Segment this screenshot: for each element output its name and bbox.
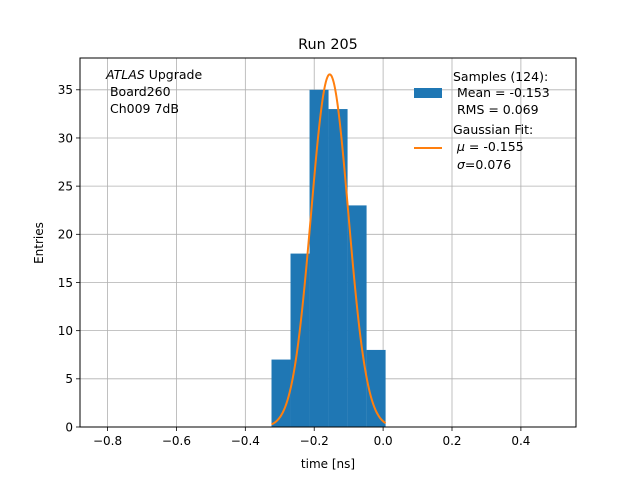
x-tick-label: −0.4 [231, 434, 260, 448]
chart-title: Run 205 [298, 37, 358, 53]
legend: Samples (124): Mean = -0.153 RMS = 0.069… [414, 69, 550, 172]
histogram-bar [309, 89, 329, 427]
x-axis-ticks: −0.8 −0.6 −0.4 −0.2 0.0 0.2 0.4 [93, 427, 530, 448]
sigma-symbol: σ [457, 157, 466, 172]
x-tick-label: −0.2 [300, 434, 329, 448]
y-axis-ticks: 0 5 10 15 20 25 30 35 [58, 83, 80, 434]
x-tick-label: 0.2 [442, 434, 461, 448]
sigma-value: =0.076 [465, 157, 511, 172]
legend-histogram-rms: RMS = 0.069 [453, 102, 539, 117]
x-tick-label: 0.0 [374, 434, 393, 448]
histogram-bar [290, 253, 310, 427]
x-tick-label: −0.8 [93, 434, 122, 448]
y-tick-label: 20 [58, 228, 73, 242]
y-tick-label: 5 [65, 372, 73, 386]
upgrade-label: Upgrade [145, 67, 203, 82]
gaussian-fit [271, 73, 387, 426]
histogram-bar [328, 109, 348, 428]
y-axis-label: Entries [32, 222, 46, 264]
x-tick-label: 0.4 [511, 434, 530, 448]
mu-symbol: μ [456, 139, 465, 154]
y-tick-label: 0 [65, 420, 73, 434]
y-tick-label: 35 [58, 83, 73, 97]
y-tick-label: 25 [58, 179, 73, 193]
histogram-bar [271, 359, 291, 427]
legend-fit-mu: μ = -0.155 [453, 139, 524, 154]
x-axis-label: time [ns] [301, 457, 355, 471]
legend-histogram-swatch [414, 88, 442, 98]
annotation-channel: Ch009 7dB [106, 101, 179, 116]
y-tick-label: 15 [58, 276, 73, 290]
experiment-annotation: ATLAS Upgrade Board260 Ch009 7dB [105, 67, 202, 116]
gaussian-fit-curve [271, 73, 387, 426]
y-tick-label: 10 [58, 324, 73, 338]
annotation-board: Board260 [106, 84, 171, 99]
atlas-label: ATLAS [105, 67, 145, 82]
mu-value: = -0.155 [465, 139, 524, 154]
histogram-bar [366, 349, 386, 427]
annotation-line-1: ATLAS Upgrade [105, 67, 202, 82]
y-tick-label: 30 [58, 131, 73, 145]
legend-fit-sigma: σ=0.076 [453, 157, 511, 172]
legend-fit-title: Gaussian Fit: [453, 122, 533, 137]
legend-histogram-mean: Mean = -0.153 [453, 85, 550, 100]
legend-histogram-title: Samples (124): [453, 69, 548, 84]
x-tick-label: −0.6 [162, 434, 191, 448]
plot-frame [79, 57, 577, 428]
